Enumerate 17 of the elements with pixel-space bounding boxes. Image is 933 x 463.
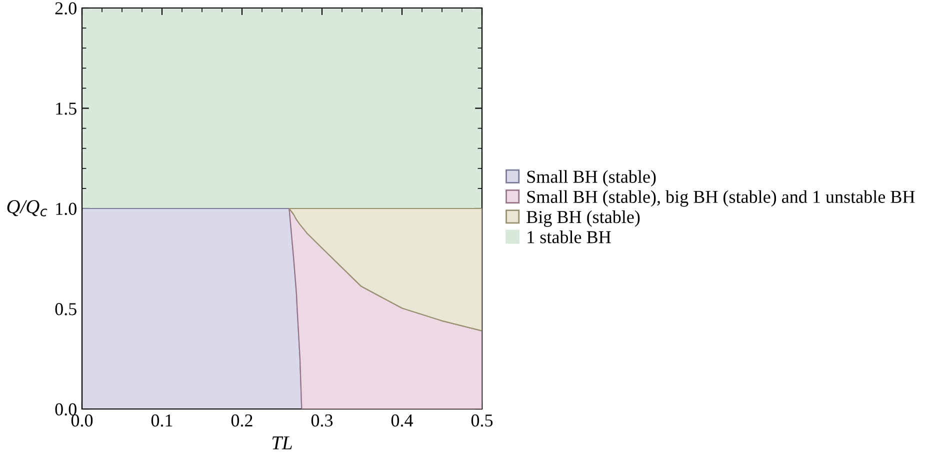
y-tick-label: 0.0 [55, 403, 76, 416]
y-axis-title: Q/Q$_{c}$ [7, 200, 48, 216]
y-tick-label: 0.5 [55, 303, 76, 316]
y-tick-label: 2.0 [55, 2, 76, 15]
x-tick-label: 0.4 [391, 414, 414, 427]
legend-label: 1 stable BH [528, 230, 611, 244]
legend-label: Small BH (stable) [527, 170, 656, 187]
y-tick-label: 1.5 [56, 102, 76, 115]
y-tick-label: 1.0 [56, 202, 76, 216]
legend-label: Big BH (stable) [526, 210, 640, 227]
x-tick-label: 0.2 [231, 414, 252, 427]
x-tick-label: 0.0 [71, 414, 93, 427]
x-axis-title: TL [272, 436, 292, 450]
legend-label: Small BH (stable), big BH (stable) and 1 unstable BH [527, 190, 915, 207]
x-tick-label: 0.3 [311, 414, 333, 427]
x-tick-label: 0.5 [471, 414, 493, 427]
x-tick-label: 0.1 [151, 414, 172, 427]
